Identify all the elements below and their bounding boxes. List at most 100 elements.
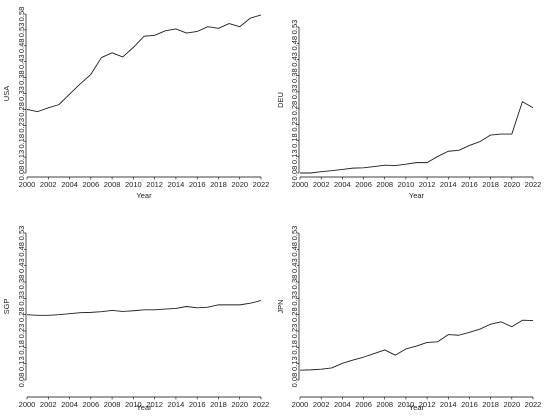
y-tick-label: 0.28 <box>17 102 26 117</box>
x-tick-label: 2008 <box>376 400 393 409</box>
y-axis-title: USA <box>2 86 11 101</box>
x-tick-label: 2002 <box>313 400 330 409</box>
y-tick-label: 0.48 <box>17 242 26 257</box>
y-tick-label: 0.43 <box>290 52 299 67</box>
x-tick-label: 2000 <box>19 180 36 189</box>
x-tick-label: 2018 <box>210 180 227 189</box>
y-tick-label: 0.23 <box>290 324 299 339</box>
x-tick-label: 2002 <box>313 180 330 189</box>
y-axis-title: DEU <box>276 92 285 108</box>
y-tick-label: 0.33 <box>17 86 26 101</box>
y-tick-label: 0.28 <box>290 307 299 322</box>
x-tick-label: 2014 <box>440 400 457 409</box>
chart-panel-sgp: SGP Year 0.08 0.130.180.23 0.280.330.38 0.4… <box>2 226 269 412</box>
y-tick-label: 0.43 <box>17 54 26 69</box>
y-tick-label: 0.33 <box>17 291 26 306</box>
x-axis-title: Year <box>136 403 152 412</box>
x-tick-label: 2000 <box>292 180 309 189</box>
x-axis-title: Year <box>409 191 425 200</box>
x-tick-label: 2014 <box>440 180 457 189</box>
chart-panel-usa: USA Year 0.080.130.180.230.280.330.380.4… <box>2 7 269 200</box>
y-axis-title: SGP <box>2 299 11 315</box>
x-tick-label: 2004 <box>61 180 78 189</box>
x-tick-label: 2020 <box>231 400 248 409</box>
x-tick-label: 2020 <box>503 400 520 409</box>
x-tick-label: 2018 <box>482 400 499 409</box>
y-tick-label: 0.23 <box>290 117 299 132</box>
y-tick-label: 0.28 <box>290 101 299 116</box>
x-tick-label: 2008 <box>104 400 121 409</box>
x-tick-label: 2016 <box>189 180 206 189</box>
series-line <box>299 319 534 371</box>
x-tick-label: 2012 <box>146 180 163 189</box>
series-line <box>26 14 262 113</box>
x-tick-label: 2018 <box>210 400 227 409</box>
y-axis-title: JPN <box>276 299 285 313</box>
x-tick-label: 2004 <box>334 180 351 189</box>
x-tick-label: 2010 <box>398 400 415 409</box>
y-tick-label: 0.08 <box>290 166 299 181</box>
y-tick-label: 0.53 <box>290 20 299 35</box>
x-tick-label: 2008 <box>104 180 121 189</box>
y-tick-label: 0.53 <box>17 226 26 241</box>
y-tick-label: 0.13 <box>290 149 299 164</box>
y-tick-label: 0.08 <box>290 373 299 388</box>
y-tick-label: 0.13 <box>290 356 299 371</box>
x-axis-title: Year <box>136 191 152 200</box>
x-tick-label: 2006 <box>355 180 372 189</box>
x-tick-label: 2016 <box>461 400 478 409</box>
y-tick-label: 0.38 <box>290 275 299 290</box>
x-tick-label: 2014 <box>168 400 185 409</box>
x-tick-label: 2010 <box>398 180 415 189</box>
x-tick-label: 2010 <box>125 180 142 189</box>
y-tick-label: 0.33 <box>290 291 299 306</box>
y-tick-label: 0.43 <box>17 258 26 273</box>
x-tick-label: 2022 <box>525 400 542 409</box>
x-tick-label: 2000 <box>292 400 309 409</box>
x-tick-label: 2000 <box>19 400 36 409</box>
x-tick-label: 2020 <box>231 180 248 189</box>
y-tick-label: 0.58 <box>17 7 26 22</box>
y-tick-label: 0.23 <box>17 118 26 133</box>
y-tick-label: 0.18 <box>290 133 299 148</box>
chart-panel-jpn: JPN Year 0.08 0.130.180.23 0.280.330.38 0.4… <box>276 226 541 412</box>
x-tick-label: 2022 <box>253 400 270 409</box>
x-tick-label: 2006 <box>82 400 99 409</box>
y-tick-label: 0.18 <box>290 340 299 355</box>
y-tick-label: 0.53 <box>290 226 299 241</box>
y-tick-label: 0.28 <box>17 307 26 322</box>
x-tick-label: 2006 <box>355 400 372 409</box>
y-tick-label: 0.33 <box>290 85 299 100</box>
y-tick-label: 0.53 <box>17 23 26 38</box>
x-tick-label: 2004 <box>334 400 351 409</box>
series-line <box>300 101 534 174</box>
x-tick-label: 2014 <box>168 180 185 189</box>
x-tick-label: 2012 <box>419 400 436 409</box>
y-tick-label: 0.18 <box>17 134 26 149</box>
x-tick-label: 2020 <box>503 180 520 189</box>
y-tick-label: 0.13 <box>17 356 26 371</box>
chart-panel-deu: DEU Year 0.080.130.180.230.280.330.380.4… <box>276 20 541 200</box>
x-tick-label: 2002 <box>40 400 57 409</box>
y-tick-label: 0.08 <box>17 373 26 388</box>
y-tick-label: 0.18 <box>17 340 26 355</box>
y-tick-label: 0.38 <box>17 275 26 290</box>
x-tick-label: 2002 <box>40 180 57 189</box>
y-tick-label: 0.43 <box>290 258 299 273</box>
x-tick-label: 2016 <box>461 180 478 189</box>
x-tick-label: 2016 <box>189 400 206 409</box>
y-tick-label: 0.13 <box>17 150 26 165</box>
y-tick-label: 0.38 <box>17 70 26 85</box>
y-tick-label: 0.48 <box>17 38 26 53</box>
y-tick-label: 0.38 <box>290 68 299 83</box>
x-tick-label: 2006 <box>82 180 99 189</box>
y-tick-label: 0.23 <box>17 324 26 339</box>
y-tick-label: 0.48 <box>290 242 299 257</box>
y-tick-label: 0.48 <box>290 36 299 51</box>
x-tick-label: 2022 <box>253 180 270 189</box>
x-tick-label: 2012 <box>419 180 436 189</box>
x-axis-title: Year <box>409 403 425 412</box>
x-tick-label: 2018 <box>482 180 499 189</box>
x-tick-label: 2010 <box>125 400 142 409</box>
